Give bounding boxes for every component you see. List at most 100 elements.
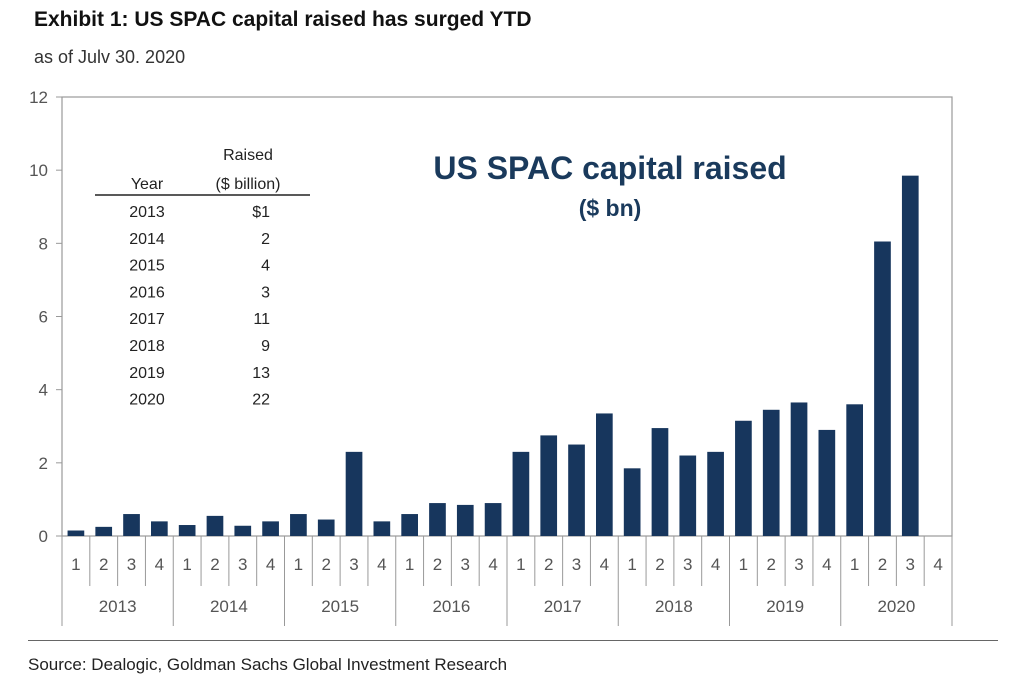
x-tick-label: 3: [461, 555, 470, 574]
bar: [512, 451, 530, 536]
bar: [679, 455, 697, 536]
table-cell-raised: $1: [252, 204, 270, 221]
table-header-year: Year: [131, 176, 164, 193]
table-header-raised: Raised: [223, 147, 273, 164]
y-tick-label: 4: [39, 381, 48, 400]
y-tick-label: 6: [39, 308, 48, 327]
x-tick-label: 1: [739, 555, 748, 574]
x-tick-label: 4: [822, 555, 831, 574]
x-tick-label: 2: [878, 555, 887, 574]
bar: [540, 435, 558, 536]
bar: [596, 413, 613, 536]
x-tick-label: 1: [405, 555, 414, 574]
table-cell-year: 2017: [129, 311, 165, 328]
x-tick-label: 4: [933, 555, 942, 574]
x-group-label: 2017: [544, 597, 582, 616]
x-tick-label: 4: [155, 555, 164, 574]
bar: [234, 525, 252, 536]
bar: [151, 521, 168, 536]
x-tick-label: 3: [572, 555, 581, 574]
x-tick-label: 2: [544, 555, 553, 574]
x-tick-label: 3: [794, 555, 803, 574]
x-tick-label: 1: [516, 555, 525, 574]
chart-subtitle: as of Julv 30. 2020: [34, 47, 186, 67]
bar: [818, 429, 836, 536]
y-tick-label: 8: [39, 234, 48, 253]
table-cell-year: 2014: [129, 231, 165, 248]
x-group-label: 2016: [432, 597, 470, 616]
x-tick-label: 3: [683, 555, 692, 574]
y-tick-label: 2: [39, 454, 48, 473]
table-cell-raised: 9: [261, 338, 270, 355]
x-tick-label: 2: [655, 555, 664, 574]
x-tick-label: 2: [210, 555, 219, 574]
bar: [901, 175, 919, 536]
x-tick-label: 3: [127, 555, 136, 574]
x-tick-label: 4: [488, 555, 497, 574]
table-cell-year: 2018: [129, 338, 165, 355]
y-tick-label: 12: [29, 88, 48, 107]
table-cell-year: 2020: [129, 392, 165, 409]
bar: [429, 503, 446, 536]
bar: [456, 504, 474, 536]
bar: [290, 514, 307, 536]
annotation-title: US SPAC capital raised: [433, 150, 786, 186]
bar: [317, 519, 335, 536]
annotation-unit: ($ bn): [579, 195, 642, 221]
x-tick-label: 1: [182, 555, 191, 574]
x-group-label: 2020: [877, 597, 915, 616]
table-cell-raised: 4: [261, 258, 270, 275]
x-tick-label: 2: [321, 555, 330, 574]
table-cell-raised: 13: [252, 365, 270, 382]
bar: [206, 515, 224, 536]
x-tick-label: 1: [627, 555, 636, 574]
chart-title: Exhibit 1: US SPAC capital raised has su…: [34, 8, 532, 31]
bar: [95, 526, 113, 536]
bar: [178, 525, 196, 536]
x-tick-label: 2: [99, 555, 108, 574]
source-divider: [28, 640, 998, 641]
x-tick-label: 1: [850, 555, 859, 574]
bar: [484, 503, 502, 536]
x-tick-label: 3: [349, 555, 358, 574]
table-header-raised-unit: ($ billion): [216, 176, 281, 193]
bar: [123, 514, 140, 536]
table-cell-raised: 22: [252, 392, 270, 409]
chart-annotation: US SPAC capital raised ($ bn): [433, 150, 786, 221]
bar: [401, 514, 418, 536]
x-group-label: 2015: [321, 597, 359, 616]
bar: [651, 428, 669, 536]
x-group-label: 2014: [210, 597, 248, 616]
bar: [262, 521, 279, 536]
bar: [707, 451, 724, 536]
source-note: Source: Dealogic, Goldman Sachs Global I…: [28, 655, 508, 674]
inset-table: Raised ($ billion) Year 2013 $1 2014 2 2015 4 201…: [95, 147, 310, 409]
bar: [568, 444, 585, 536]
x-tick-label: 2: [433, 555, 442, 574]
table-cell-raised: 2: [261, 231, 270, 248]
x-tick-label: 3: [906, 555, 915, 574]
bar: [874, 241, 891, 537]
y-tick-label: 0: [39, 527, 48, 546]
bar: [623, 468, 641, 536]
x-tick-label: 2: [766, 555, 775, 574]
x-group-label: 2018: [655, 597, 693, 616]
table-cell-year: 2013: [129, 204, 165, 221]
x-tick-label: 4: [266, 555, 275, 574]
x-tick-label: 4: [600, 555, 609, 574]
bar: [67, 530, 85, 536]
x-tick-label: 1: [294, 555, 303, 574]
x-group-label: 2013: [99, 597, 137, 616]
x-tick-label: 3: [238, 555, 247, 574]
bar: [735, 420, 752, 536]
bar: [846, 404, 863, 536]
bar: [762, 409, 780, 536]
table-cell-raised: 11: [253, 311, 270, 328]
bar: [345, 451, 363, 536]
table-cell-year: 2016: [129, 284, 165, 301]
table-cell-year: 2019: [129, 365, 165, 382]
x-tick-label: 4: [711, 555, 720, 574]
x-group-label: 2019: [766, 597, 804, 616]
bar: [373, 521, 391, 536]
